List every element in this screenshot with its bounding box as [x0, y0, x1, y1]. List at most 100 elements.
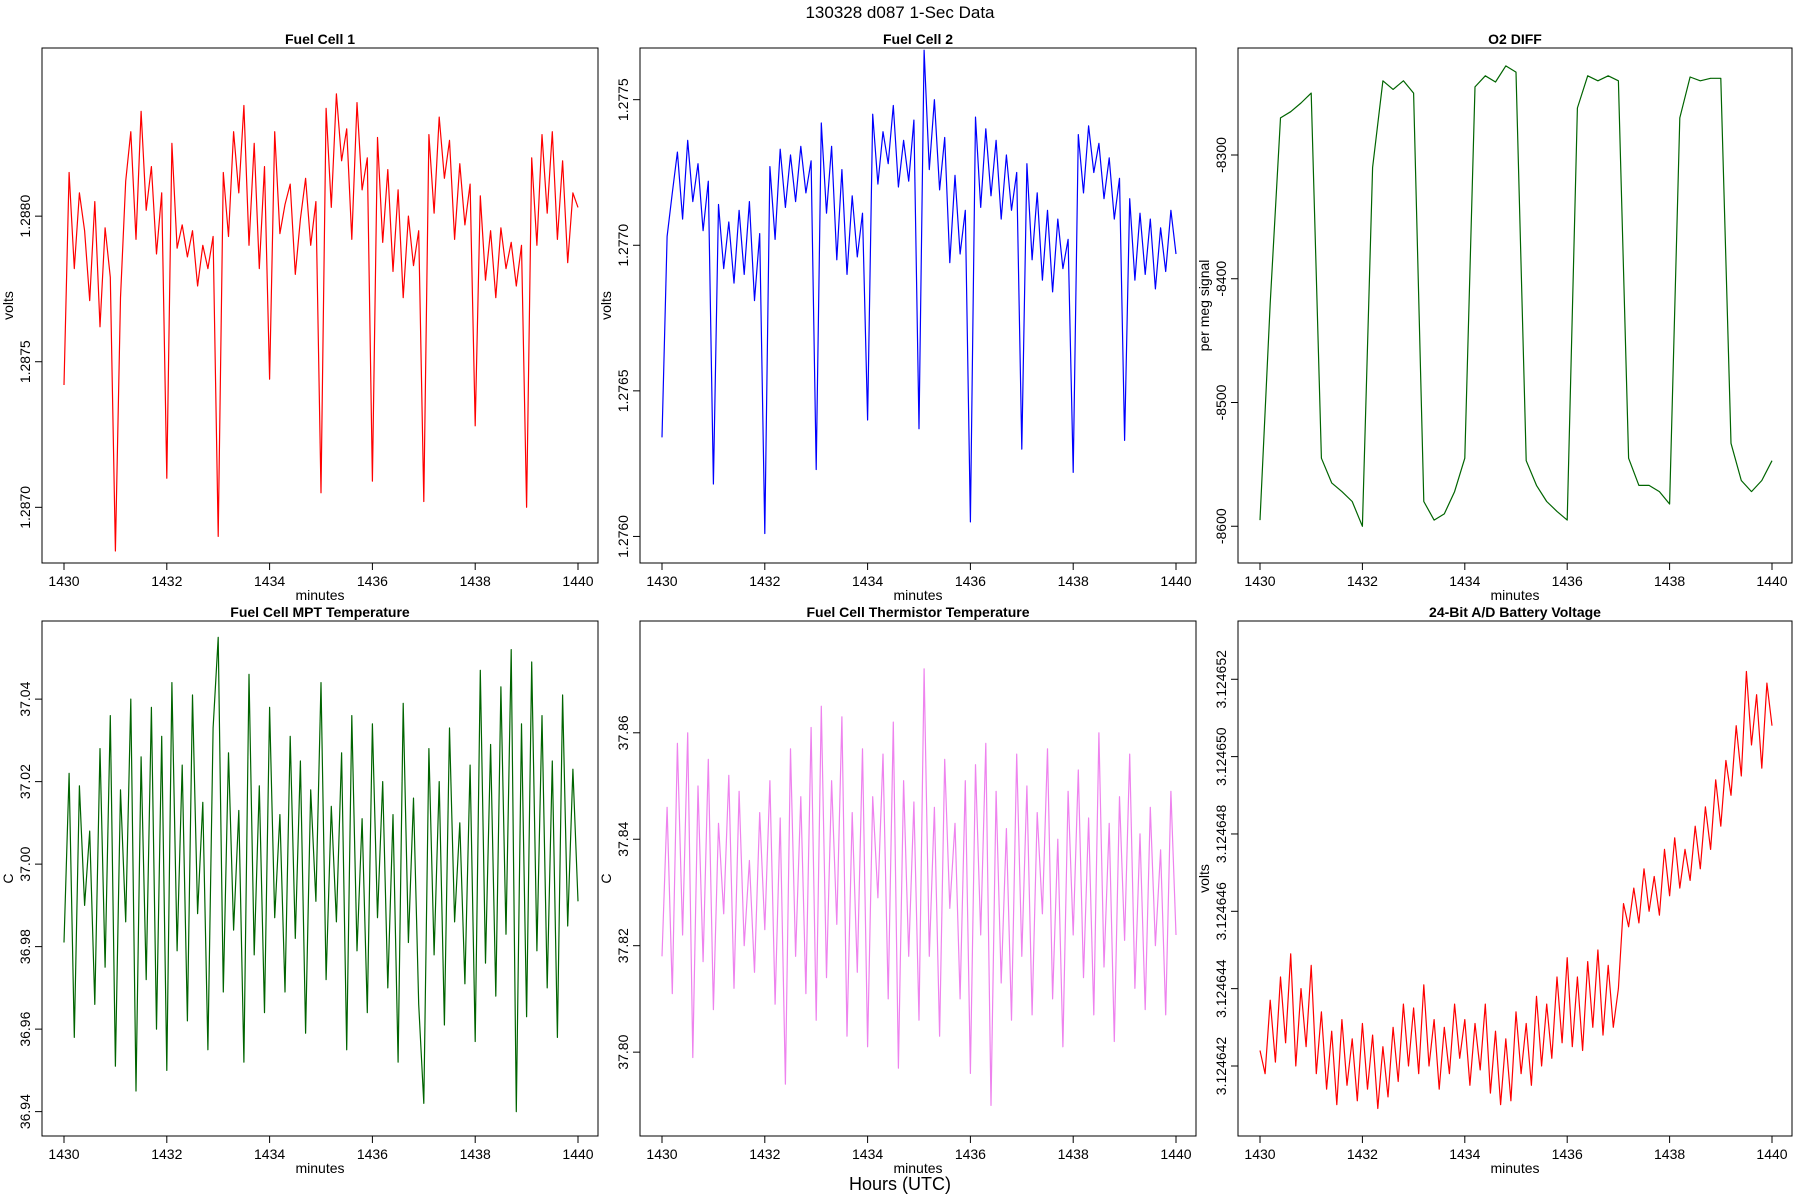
series-line: [63, 93, 579, 552]
x-tick-label: 1432: [749, 1146, 780, 1162]
y-axis-label: C: [0, 873, 16, 883]
plot-frame: [639, 47, 1197, 564]
x-tick-label: 1440: [1160, 1146, 1191, 1162]
x-tick-label: 1440: [562, 1146, 593, 1162]
x-tick-label: 1436: [955, 1146, 986, 1162]
y-tick-label: 37.80: [615, 1034, 631, 1069]
x-tick-label: 1434: [852, 1146, 883, 1162]
plot-frame: [639, 620, 1197, 1137]
x-tick-label: 1440: [562, 573, 593, 589]
x-tick-label: 1430: [1244, 1146, 1275, 1162]
y-tick-label: 3.124646: [1213, 882, 1229, 941]
y-tick-label: 3.124652: [1213, 650, 1229, 709]
plot-frame: [41, 47, 599, 564]
series-line: [661, 49, 1177, 535]
x-tick-label: 1432: [151, 1146, 182, 1162]
x-tick-label: 1432: [749, 573, 780, 589]
x-tick-label: 1438: [1058, 1146, 1089, 1162]
y-tick-label: 3.124642: [1213, 1037, 1229, 1096]
x-tick-label: 1436: [1552, 1146, 1583, 1162]
y-tick-label: 1.2770: [615, 224, 631, 267]
y-tick-label: 3.124648: [1213, 805, 1229, 864]
y-tick-label: 36.96: [17, 1011, 33, 1046]
y-axis-label: volts: [1196, 864, 1212, 893]
x-tick-label: 1440: [1756, 1146, 1787, 1162]
chart-panel: Fuel Cell 2 1430 1432 1434 1436 1438 1440 minut…: [598, 31, 1197, 603]
y-tick-label: -8600: [1213, 508, 1229, 544]
panel-title: Fuel Cell 1: [285, 31, 355, 47]
y-tick-label: 1.2870: [17, 486, 33, 529]
x-axis-label: minutes: [1490, 1160, 1539, 1176]
x-tick-label: 1434: [254, 1146, 285, 1162]
plot-frame: [1237, 47, 1793, 564]
x-axis-label: minutes: [295, 1160, 344, 1176]
figure-bottom-label: Hours (UTC): [849, 1174, 951, 1194]
series-line: [63, 636, 579, 1113]
y-tick-label: 1.2765: [615, 369, 631, 412]
y-tick-label: 36.94: [17, 1094, 33, 1129]
y-tick-label: 37.86: [615, 715, 631, 750]
series-line: [1259, 670, 1773, 1110]
x-tick-label: 1430: [48, 1146, 79, 1162]
y-tick-label: 3.124650: [1213, 727, 1229, 786]
panel-title: Fuel Cell Thermistor Temperature: [806, 604, 1029, 620]
plot-frame: [1237, 620, 1793, 1137]
plot-frame: [41, 620, 599, 1137]
x-tick-label: 1436: [357, 1146, 388, 1162]
x-tick-label: 1438: [1058, 573, 1089, 589]
x-tick-label: 1434: [1449, 573, 1480, 589]
x-tick-label: 1438: [460, 573, 491, 589]
y-axis-label: C: [598, 873, 614, 883]
y-tick-label: 36.98: [17, 929, 33, 964]
x-tick-label: 1434: [852, 573, 883, 589]
y-tick-label: 1.2875: [17, 340, 33, 383]
x-tick-label: 1430: [646, 573, 677, 589]
y-tick-label: 37.00: [17, 846, 33, 881]
x-axis-label: minutes: [893, 587, 942, 603]
y-tick-label: 37.82: [615, 928, 631, 963]
y-tick-label: 1.2760: [615, 515, 631, 558]
x-tick-label: 1430: [48, 573, 79, 589]
chart-panel: Fuel Cell MPT Temperature 1430 1432 1434 143…: [0, 604, 599, 1176]
y-tick-label: -8300: [1213, 137, 1229, 173]
x-tick-label: 1438: [460, 1146, 491, 1162]
y-tick-label: 1.2775: [615, 78, 631, 121]
y-tick-label: 37.02: [17, 764, 33, 799]
x-tick-label: 1434: [254, 573, 285, 589]
panel-title: Fuel Cell MPT Temperature: [230, 604, 410, 620]
x-tick-label: 1436: [357, 573, 388, 589]
y-tick-label: 1.2880: [17, 195, 33, 238]
x-tick-label: 1440: [1160, 573, 1191, 589]
x-tick-label: 1432: [1347, 1146, 1378, 1162]
y-tick-label: -8500: [1213, 384, 1229, 420]
panel-title: O2 DIFF: [1488, 31, 1542, 47]
y-axis-label: volts: [0, 291, 16, 320]
series-line: [1259, 65, 1773, 527]
y-axis-label: volts: [598, 291, 614, 320]
x-tick-label: 1432: [151, 573, 182, 589]
y-tick-label: 37.04: [17, 681, 33, 716]
x-tick-label: 1438: [1654, 573, 1685, 589]
panel-title: Fuel Cell 2: [883, 31, 953, 47]
figure-suptitle: 130328 d087 1-Sec Data: [805, 3, 995, 22]
chart-panel: 24-Bit A/D Battery Voltage 1430 1432 1434 14…: [1196, 604, 1793, 1176]
x-tick-label: 1434: [1449, 1146, 1480, 1162]
panel-title: 24-Bit A/D Battery Voltage: [1429, 604, 1601, 620]
x-tick-label: 1438: [1654, 1146, 1685, 1162]
x-axis-label: minutes: [893, 1160, 942, 1176]
chart-panel: O2 DIFF 1430 1432 1434 1436 1438 1440 minutes -8…: [1196, 31, 1793, 603]
chart-panel: Fuel Cell 1 1430 1432 1434 1436 1438 1440 minut…: [0, 31, 599, 603]
y-tick-label: 37.84: [615, 822, 631, 857]
panels-container: Fuel Cell 1 1430 1432 1434 1436 1438 1440 minut…: [0, 31, 1793, 1176]
x-tick-label: 1432: [1347, 573, 1378, 589]
x-axis-label: minutes: [1490, 587, 1539, 603]
x-tick-label: 1430: [646, 1146, 677, 1162]
y-axis-label: per meg signal: [1196, 260, 1212, 352]
x-tick-label: 1440: [1756, 573, 1787, 589]
y-tick-label: -8400: [1213, 261, 1229, 297]
x-tick-label: 1436: [1552, 573, 1583, 589]
x-tick-label: 1430: [1244, 573, 1275, 589]
series-line: [661, 668, 1177, 1107]
x-tick-label: 1436: [955, 573, 986, 589]
